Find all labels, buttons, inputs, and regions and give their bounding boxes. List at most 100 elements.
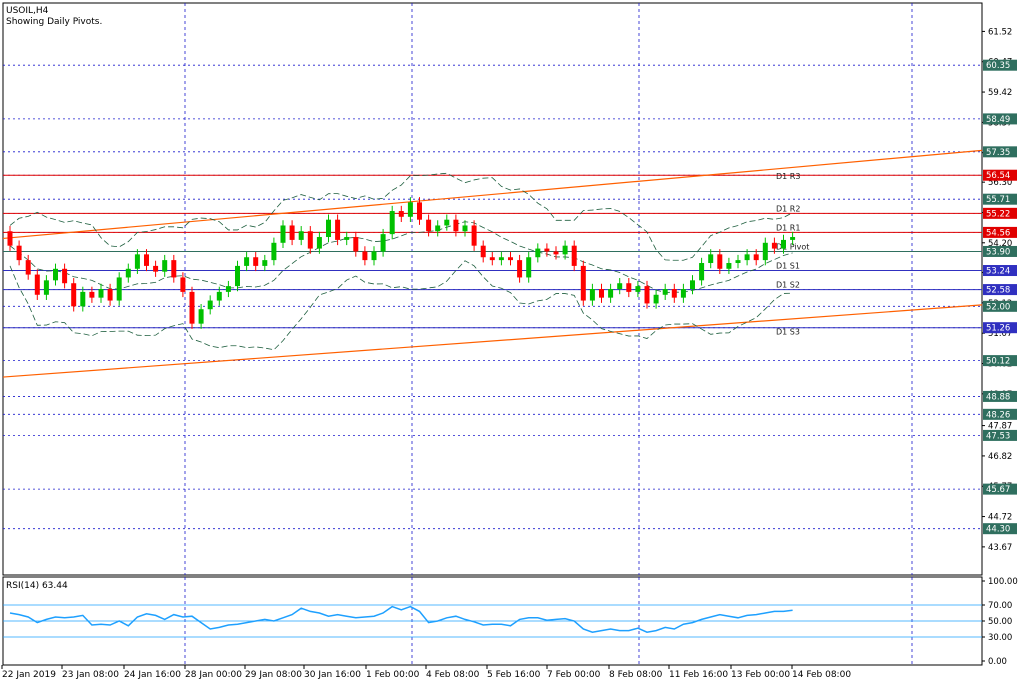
bear-candle	[544, 248, 550, 252]
x-tick-label: 30 Jan 16:00	[304, 670, 361, 680]
bear-candle	[144, 254, 149, 266]
bear-candle	[480, 245, 486, 258]
bull-candle	[280, 225, 286, 243]
bull-candle	[790, 237, 796, 240]
bear-candle	[362, 251, 368, 261]
x-tick-label: 28 Jan 00:00	[185, 670, 242, 680]
bull-candle	[244, 257, 250, 266]
y-tick-label: 51.07	[988, 329, 1012, 339]
bear-candle	[517, 260, 523, 278]
x-tick-label: 24 Jan 16:00	[124, 670, 181, 680]
bull-candle	[653, 294, 659, 304]
price-flag	[983, 59, 1017, 71]
price-flag-label: 60.35	[986, 61, 1010, 71]
bear-candle	[771, 242, 777, 249]
price-flag-label: 45.67	[986, 485, 1010, 495]
bull-candle	[735, 260, 741, 264]
bull-candle	[744, 254, 750, 261]
bull-candle	[617, 283, 623, 289]
bull-candle	[380, 234, 386, 252]
bear-candle	[453, 219, 459, 232]
lower-trendline	[2, 304, 983, 378]
price-panel-frame	[2, 2, 983, 576]
bear-candle	[107, 289, 113, 301]
x-tick-label: 11 Feb 16:00	[669, 670, 728, 680]
bear-candle	[717, 254, 723, 269]
bull-candle	[708, 254, 714, 264]
x-tick-label: 23 Jan 08:00	[62, 670, 119, 680]
bear-candle	[626, 283, 632, 292]
price-flag-label: 58.49	[986, 115, 1010, 125]
bear-candle	[71, 283, 77, 307]
price-flag	[983, 265, 1017, 277]
bull-candle	[53, 268, 58, 281]
price-flag	[983, 169, 1017, 181]
bear-candle	[644, 286, 650, 304]
pivot-label: D1 S3	[776, 328, 800, 337]
rsi-tick-label: 0.00	[988, 657, 1007, 667]
price-flag-label: 57.35	[986, 148, 1010, 158]
bear-candle	[253, 257, 259, 266]
bull-candle	[498, 257, 504, 261]
rsi-line	[9, 605, 793, 633]
price-flag-label: 53.90	[986, 247, 1010, 257]
bull-candle	[535, 248, 541, 258]
price-flag	[983, 113, 1017, 125]
x-tick-label: 22 Jan 2019	[2, 670, 56, 680]
bull-candle	[589, 289, 595, 301]
pivot-label: D1 R3	[776, 172, 800, 181]
bear-candle	[426, 219, 432, 232]
bear-candle	[471, 225, 477, 246]
bull-candle	[198, 309, 204, 324]
bear-candle	[171, 260, 177, 278]
price-flag-label: 53.24	[986, 267, 1010, 277]
price-flag-label: 56.54	[986, 171, 1010, 181]
bull-candle	[43, 280, 49, 295]
bull-candle	[80, 291, 86, 307]
bull-candle	[134, 254, 140, 269]
pivot-label: D1 Pivot	[776, 242, 809, 251]
bear-candle	[25, 260, 31, 275]
price-flag-label: 47.53	[986, 431, 1010, 441]
bear-candle	[398, 211, 404, 217]
bull-candle	[316, 237, 322, 249]
bull-candle	[680, 289, 686, 298]
bull-candle	[562, 245, 568, 255]
rsi-tick-label: 30.00	[988, 633, 1012, 643]
y-tick-label: 59.42	[988, 88, 1012, 98]
bull-candle	[162, 260, 168, 272]
pivot-label: D1 S1	[776, 262, 800, 271]
price-flag	[983, 322, 1017, 334]
bull-candle	[298, 231, 304, 240]
bear-candle	[307, 231, 313, 249]
bollinger-upper	[9, 172, 793, 261]
price-flag	[983, 408, 1017, 420]
price-flag-label: 52.00	[986, 302, 1010, 312]
price-flag	[983, 429, 1017, 441]
bull-candle	[608, 289, 614, 298]
price-flag	[983, 245, 1017, 257]
pivot-label: D1 R1	[776, 223, 800, 232]
bear-candle	[599, 289, 604, 298]
price-flag-label: 52.58	[986, 286, 1010, 296]
bull-candle	[699, 263, 705, 281]
price-flag	[983, 355, 1017, 367]
price-flag-label: 54.56	[986, 228, 1010, 238]
rsi-label: RSI(14) 63.44	[6, 581, 68, 591]
bear-candle	[7, 231, 13, 246]
bull-candle	[262, 260, 268, 266]
bear-candle	[417, 202, 422, 220]
rsi-tick-label: 100.00	[988, 577, 1018, 587]
y-tick-label: 43.67	[988, 543, 1012, 553]
bollinger-lower	[9, 260, 793, 351]
price-flag	[983, 284, 1017, 296]
bull-candle	[635, 286, 641, 292]
bear-candle	[489, 257, 495, 261]
x-tick-label: 8 Feb 08:00	[609, 670, 663, 680]
bull-candle	[371, 251, 377, 261]
bear-candle	[571, 245, 577, 266]
bull-candle	[271, 242, 277, 261]
bull-candle	[726, 263, 732, 269]
